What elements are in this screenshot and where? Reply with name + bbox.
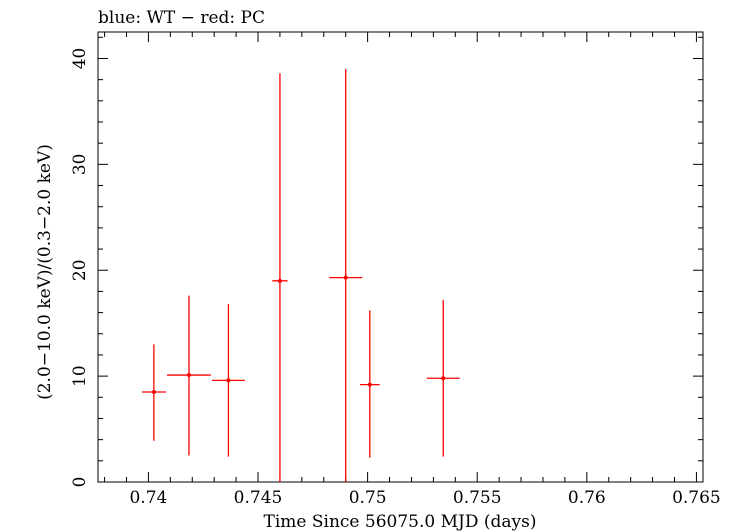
x-tick-label: 0.745 — [234, 488, 283, 508]
data-point — [277, 278, 282, 283]
y-tick-label: 20 — [70, 259, 90, 281]
y-tick-label: 0 — [70, 477, 90, 488]
axis-ticks: 0.74 0.745 0.75 0.755 0.76 0.765 0 10 20 30 40 — [70, 32, 721, 508]
plot-frame — [97, 31, 704, 483]
x-tick-label: 0.76 — [568, 488, 606, 508]
chart-title: blue: WT − red: PC — [98, 8, 265, 28]
x-tick-label: 0.74 — [129, 488, 167, 508]
y-tick-label: 30 — [70, 154, 90, 176]
data-point — [367, 382, 372, 387]
x-tick-label: 0.755 — [453, 488, 502, 508]
x-axis-label: Time Since 56075.0 MJD (days) — [264, 512, 537, 532]
y-tick-label: 10 — [70, 365, 90, 387]
data-points — [141, 69, 460, 482]
data-point — [441, 376, 446, 381]
data-point — [226, 378, 231, 383]
data-point — [151, 390, 156, 394]
data-point — [186, 373, 191, 378]
y-axis-label: (2.0−10.0 keV)/(0.3−2.0 keV) — [35, 144, 55, 400]
y-tick-label: 40 — [70, 48, 90, 70]
x-tick-label: 0.765 — [672, 488, 721, 508]
x-tick-label: 0.75 — [349, 488, 387, 508]
data-point — [343, 275, 348, 280]
